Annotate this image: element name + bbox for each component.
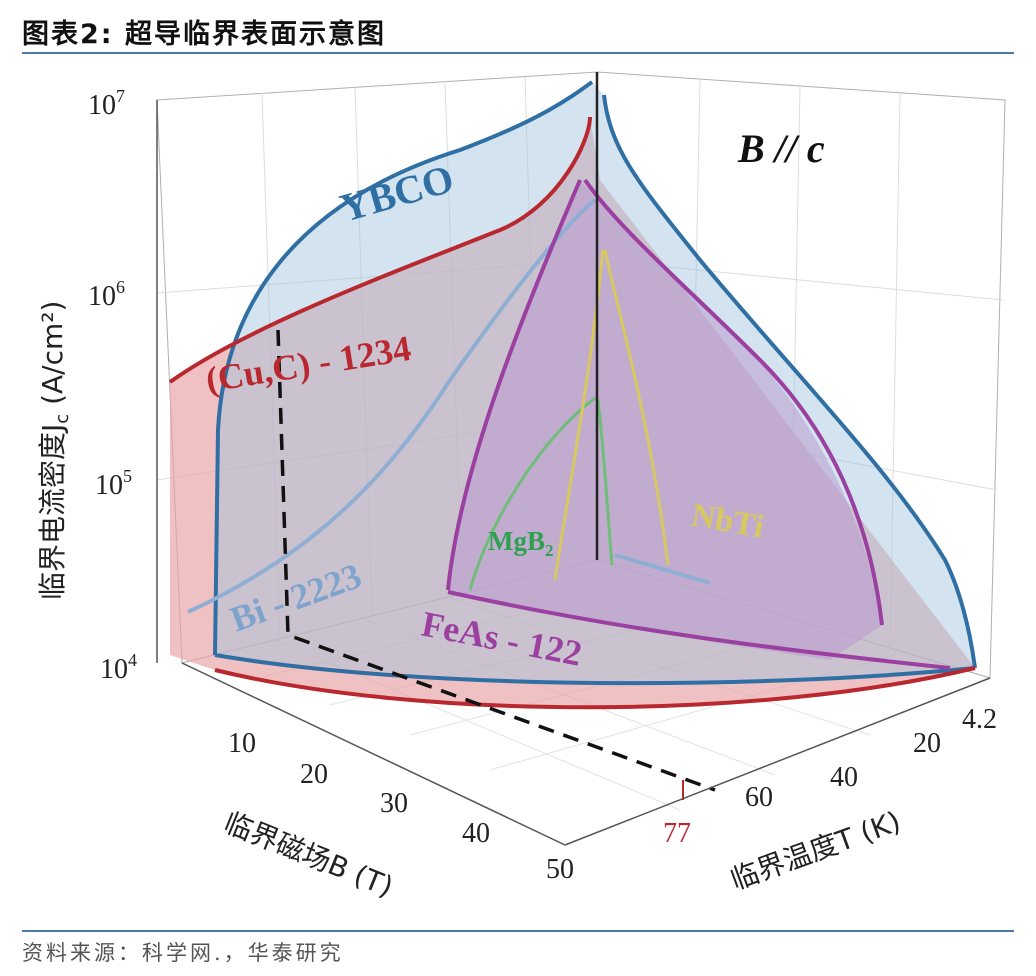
nbti-t-curve [603,249,670,566]
b-axis-line [181,662,566,846]
ybco-curve [213,80,594,656]
figure-title: 图表2: 超导临界表面示意图 [22,19,386,50]
top-rule [22,52,1014,54]
bi2223-curve [187,198,597,614]
t77-reference-line [276,329,716,792]
cuc-curve [168,116,592,384]
cuc-floor-curve [214,666,976,710]
z-tick-1e6: 106 [88,277,125,312]
b-tick-10: 10 [228,728,256,759]
t-ticks: 4.2 20 40 60 77 [663,704,997,849]
feas-floor-curve [447,590,951,670]
feas-curve [446,179,582,591]
b-ticks: 10 20 30 40 50 [228,728,574,885]
b-tick-30: 30 [380,788,408,819]
z-tick-1e5: 105 [95,466,132,501]
t-tick-20: 20 [913,728,941,759]
z-tick-1e4: 104 [100,650,137,685]
t-tick-40: 40 [830,762,858,793]
mgb2-label: MgB2 [488,526,554,560]
feas-t-curve [583,178,884,626]
t-tick-60: 60 [745,782,773,813]
b-axis-label: 临界磁场B (T) [219,806,397,904]
b-tick-50: 50 [546,854,574,885]
ybco-floor-curve [214,653,976,686]
t-axis-label: 临界温度T (K) [726,805,905,897]
t-marker-77: 77 [663,818,691,849]
bottom-rule [22,930,1014,932]
b-tick-40: 40 [462,818,490,849]
field-orientation-label: B // c [737,126,825,171]
t-axis-line [564,677,991,846]
ybco-curve-t [602,94,977,669]
bi2223-t-curve [614,553,711,585]
mgb2-t-curve [596,399,614,566]
z-tick-1e7: 107 [88,86,125,121]
source-note: 资料来源：科学网.，华泰研究 [22,941,344,965]
b-tick-20: 20 [300,759,328,790]
feas-surface [448,180,882,660]
z-axis-label: 临界电流密度Jc (A/cm²) [36,301,73,600]
t-tick-4.2: 4.2 [962,704,997,735]
z-ticks: 107 106 105 104 [88,86,137,685]
mgb2-curve [468,396,596,591]
